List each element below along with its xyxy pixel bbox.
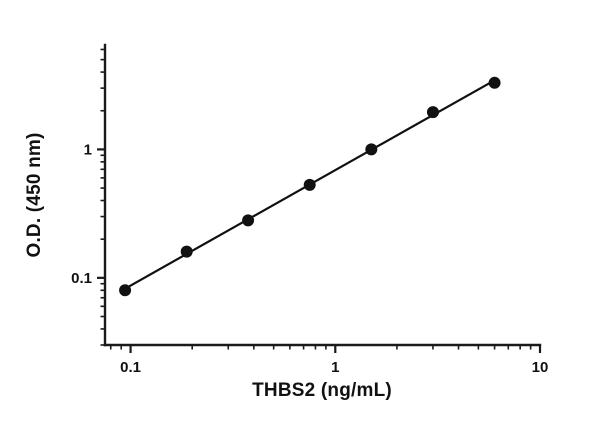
x-tick-label: 1 — [331, 359, 339, 376]
data-point — [180, 245, 193, 258]
axes-group: 0.1 1 10 0.1 1 — [71, 43, 549, 376]
y-axis-title: O.D. (450 nm) — [24, 132, 45, 257]
x-tick-label: 0.1 — [120, 359, 141, 376]
x-tick-label: 10 — [532, 359, 549, 376]
y-tick-label: 1 — [84, 141, 92, 158]
y-tick-label: 0.1 — [71, 270, 92, 287]
data-point — [488, 76, 501, 89]
series-group — [119, 76, 501, 297]
data-point — [426, 106, 439, 119]
data-point — [365, 143, 378, 156]
x-axis-title: THBS2 (ng/mL) — [252, 380, 392, 401]
data-point — [242, 214, 255, 227]
data-point — [119, 284, 132, 297]
data-point — [303, 178, 316, 191]
